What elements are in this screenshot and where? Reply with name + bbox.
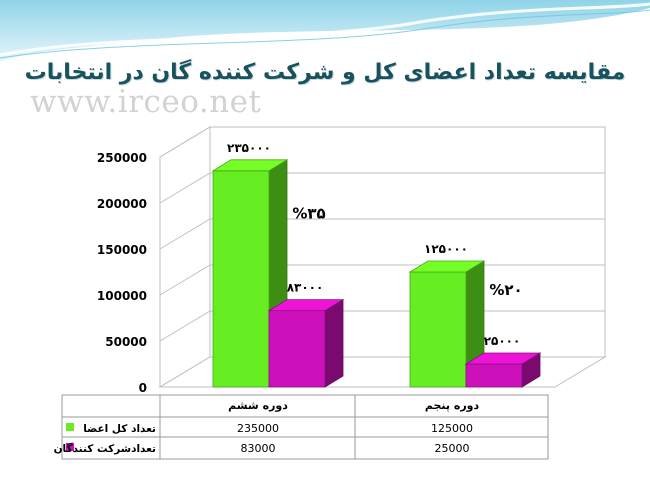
legend-label: تعدادشرکت کنندگان: [54, 442, 156, 455]
header-line: [0, 9, 650, 59]
bar: [409, 271, 467, 388]
y-tick-label: 50000: [105, 335, 147, 349]
gridline: [159, 172, 605, 204]
table-header-category: دوره پنجم: [425, 399, 480, 412]
header-wave: [0, 0, 650, 62]
bar: [212, 170, 270, 388]
data-table: دوره ششم دوره پنجم تعداد کل اعضا 235000 1250…: [54, 394, 549, 460]
table-cell: 235000: [237, 422, 279, 435]
legend-label: تعداد کل اعضا: [83, 423, 156, 435]
percent-annotation: %۲۰: [489, 281, 522, 299]
table-border: [61, 394, 549, 460]
y-tick-label: 250000: [97, 151, 147, 165]
bar: [268, 310, 326, 388]
bars: [211, 159, 542, 388]
gridline: [159, 126, 605, 158]
y-tick-label: 150000: [97, 243, 147, 257]
legend-swatch: [66, 423, 74, 431]
y-tick-label: 200000: [97, 197, 147, 211]
side-wall: [159, 126, 211, 388]
table-cell: 25000: [435, 442, 470, 455]
slide-title: مقایسه تعداد اعضای کل و شرکت کننده گان د…: [24, 60, 626, 85]
bar-side: [324, 298, 344, 388]
data-label: ۸۳۰۰۰: [287, 281, 324, 295]
bar: [465, 363, 523, 388]
bar-top: [408, 260, 486, 273]
y-axis: 0 50000 100000 150000 200000 250000: [97, 151, 147, 395]
table-cell: 83000: [241, 442, 276, 455]
watermark-text: www.irceo.net: [30, 84, 262, 120]
bar-top: [211, 159, 289, 172]
data-label: ۲۳۵۰۰۰: [227, 141, 271, 155]
header-swoosh: [0, 2, 650, 57]
y-tick-label: 100000: [97, 289, 147, 303]
bar-top: [267, 299, 345, 312]
table-header-category: دوره ششم: [228, 399, 288, 412]
data-labels: ۲۳۵۰۰۰ ۸۳۰۰۰ %۳۵ ۱۲۵۰۰۰ ۲۵۰۰۰ %۲۰: [227, 141, 523, 348]
legend-swatch: [66, 443, 74, 451]
table-cell: 125000: [431, 422, 473, 435]
bar-top: [464, 352, 542, 365]
gridline: [159, 218, 605, 250]
y-tick-label: 0: [139, 381, 147, 395]
data-label: ۲۵۰۰۰: [484, 334, 521, 348]
percent-annotation: %۳۵: [292, 204, 325, 222]
data-label: ۱۲۵۰۰۰: [424, 242, 468, 256]
